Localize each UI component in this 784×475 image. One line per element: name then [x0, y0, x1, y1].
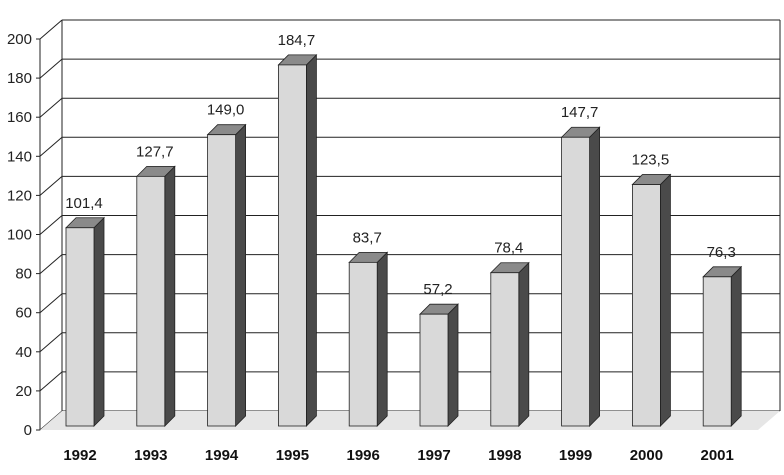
bar-side — [164, 165, 176, 427]
side-wall-line — [39, 254, 63, 274]
bar-side — [305, 53, 317, 427]
bar-front — [348, 261, 378, 427]
x-axis-ticks: 1992 1993 1994 1995 1996 1997 1998 1999 2000 2001 — [63, 447, 734, 464]
bar-1996 — [348, 251, 389, 427]
y-tick-label: 180 — [7, 70, 32, 87]
y-tick-label: 160 — [7, 109, 32, 126]
side-wall-line — [39, 136, 63, 157]
y-tick-label: 60 — [15, 305, 32, 322]
side-wall-line — [39, 58, 63, 79]
bars-layer — [65, 53, 743, 427]
data-label: 127,7 — [136, 143, 174, 160]
data-label: 83,7 — [353, 229, 382, 246]
side-wall-line — [39, 332, 63, 353]
side-wall-line — [39, 19, 63, 40]
bar-side — [93, 216, 105, 427]
data-label: 101,4 — [65, 195, 103, 212]
y-tick-label: 80 — [15, 266, 32, 283]
x-tick-label: 2000 — [630, 447, 663, 464]
bar-side — [235, 123, 247, 427]
x-tick-label: 2001 — [701, 447, 734, 464]
side-wall-line — [39, 215, 63, 235]
x-tick-label: 1993 — [134, 447, 167, 464]
data-label: 147,7 — [561, 104, 599, 121]
side-wall-line — [39, 176, 63, 196]
data-label: 76,3 — [707, 244, 736, 261]
y-tick-label: 100 — [7, 227, 32, 244]
bar-1995 — [277, 53, 318, 427]
bar-front — [277, 64, 307, 427]
y-tick-label: 40 — [15, 344, 32, 361]
y-axis-ticks: 0 20 40 60 80 100 120 140 160 180 200 — [7, 31, 32, 439]
bar-side — [376, 251, 388, 427]
side-wall-line — [39, 97, 63, 118]
bar-1999 — [560, 126, 601, 427]
bar-front — [632, 184, 661, 427]
bar-front — [561, 136, 590, 427]
bar-side — [660, 173, 671, 427]
bar-1994 — [206, 123, 247, 427]
bar-front — [490, 272, 520, 427]
bar-front — [419, 313, 449, 427]
y-tick-label: 0 — [24, 422, 32, 439]
side-wall-line — [39, 293, 63, 314]
x-tick-label: 1996 — [347, 447, 380, 464]
bar-side — [589, 126, 600, 427]
bar-1993 — [135, 165, 176, 427]
bar-front — [136, 175, 166, 427]
data-label: 78,4 — [494, 240, 523, 257]
side-wall-line — [39, 371, 63, 392]
y-tick-label: 20 — [15, 383, 32, 400]
bar-front — [702, 276, 732, 427]
bar-1992 — [65, 216, 105, 427]
x-tick-label: 1992 — [63, 447, 96, 464]
bar-front — [207, 134, 237, 427]
bar-front — [65, 227, 95, 427]
x-tick-label: 1994 — [205, 447, 239, 464]
x-tick-label: 1995 — [276, 447, 309, 464]
data-label: 184,7 — [278, 32, 316, 49]
x-tick-label: 1999 — [559, 447, 592, 464]
y-tick-label: 200 — [7, 31, 32, 48]
bar-1998 — [489, 261, 530, 427]
data-labels: 101,4 127,7 149,0 184,7 83,7 57,2 78,4 147,7 123… — [65, 32, 736, 298]
x-tick-label: 1997 — [417, 447, 450, 464]
x-tick-label: 1998 — [488, 447, 521, 464]
bar-side — [730, 265, 742, 427]
data-label: 149,0 — [207, 102, 245, 119]
bar-1997 — [419, 303, 459, 427]
bar-2001 — [702, 265, 743, 427]
bar-side — [447, 303, 459, 427]
y-tick-label: 140 — [7, 148, 32, 165]
bar-2000 — [631, 173, 672, 427]
bar-side — [518, 261, 530, 427]
data-label: 57,2 — [423, 281, 452, 298]
data-label: 123,5 — [632, 152, 670, 169]
y-tick-label: 120 — [7, 187, 32, 204]
